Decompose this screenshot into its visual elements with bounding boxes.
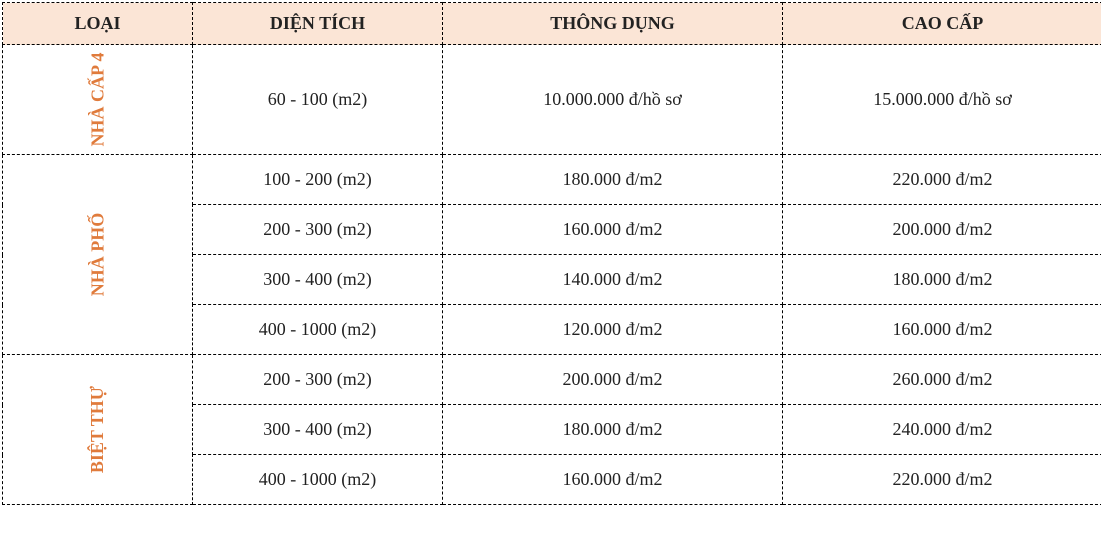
- group-label-text: BIỆT THỰ: [87, 386, 108, 473]
- table-row: NHÀ CẤP 4 60 - 100 (m2) 10.000.000 đ/hồ …: [3, 45, 1101, 155]
- cell-thongdung: 120.000 đ/m2: [443, 305, 783, 355]
- cell-thongdung: 180.000 đ/m2: [443, 155, 783, 205]
- cell-dientich: 400 - 1000 (m2): [193, 455, 443, 505]
- cell-caocap: 220.000 đ/m2: [783, 455, 1101, 505]
- group-label-text: NHÀ CẤP 4: [87, 53, 108, 147]
- col-header-caocap: CAO CẤP: [783, 3, 1101, 45]
- cell-thongdung: 160.000 đ/m2: [443, 205, 783, 255]
- group-label-nha-cap-4: NHÀ CẤP 4: [3, 45, 193, 155]
- pricing-table: LOẠI DIỆN TÍCH THÔNG DỤNG CAO CẤP NHÀ CẤ…: [2, 2, 1101, 505]
- cell-caocap: 160.000 đ/m2: [783, 305, 1101, 355]
- cell-caocap: 200.000 đ/m2: [783, 205, 1101, 255]
- cell-dientich: 300 - 400 (m2): [193, 255, 443, 305]
- cell-dientich: 100 - 200 (m2): [193, 155, 443, 205]
- cell-caocap: 260.000 đ/m2: [783, 355, 1101, 405]
- cell-caocap: 240.000 đ/m2: [783, 405, 1101, 455]
- cell-thongdung: 10.000.000 đ/hồ sơ: [443, 45, 783, 155]
- cell-caocap: 220.000 đ/m2: [783, 155, 1101, 205]
- cell-dientich: 200 - 300 (m2): [193, 205, 443, 255]
- table-row: NHÀ PHỐ 100 - 200 (m2) 180.000 đ/m2 220.…: [3, 155, 1101, 205]
- cell-caocap: 15.000.000 đ/hồ sơ: [783, 45, 1101, 155]
- cell-thongdung: 160.000 đ/m2: [443, 455, 783, 505]
- group-label-nha-pho: NHÀ PHỐ: [3, 155, 193, 355]
- table-row: BIỆT THỰ 200 - 300 (m2) 200.000 đ/m2 260…: [3, 355, 1101, 405]
- cell-dientich: 60 - 100 (m2): [193, 45, 443, 155]
- cell-thongdung: 180.000 đ/m2: [443, 405, 783, 455]
- cell-dientich: 400 - 1000 (m2): [193, 305, 443, 355]
- cell-thongdung: 200.000 đ/m2: [443, 355, 783, 405]
- col-header-dientich: DIỆN TÍCH: [193, 3, 443, 45]
- table-header-row: LOẠI DIỆN TÍCH THÔNG DỤNG CAO CẤP: [3, 3, 1101, 45]
- cell-caocap: 180.000 đ/m2: [783, 255, 1101, 305]
- group-label-biet-thu: BIỆT THỰ: [3, 355, 193, 505]
- group-label-text: NHÀ PHỐ: [87, 213, 108, 297]
- cell-thongdung: 140.000 đ/m2: [443, 255, 783, 305]
- col-header-loai: LOẠI: [3, 3, 193, 45]
- col-header-thongdung: THÔNG DỤNG: [443, 3, 783, 45]
- cell-dientich: 200 - 300 (m2): [193, 355, 443, 405]
- cell-dientich: 300 - 400 (m2): [193, 405, 443, 455]
